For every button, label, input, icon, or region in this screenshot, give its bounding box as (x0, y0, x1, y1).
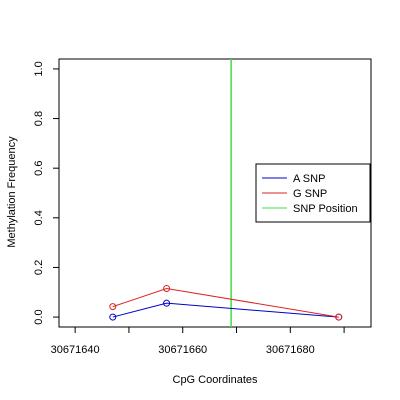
x-axis-title: CpG Coordinates (173, 374, 258, 386)
y-tick-label: 0.6 (33, 161, 45, 176)
g-snp-line (112, 288, 339, 318)
y-tick-label: 0.4 (33, 210, 45, 225)
x-tick-label: 30671680 (266, 344, 315, 356)
g-snp-point (109, 303, 117, 311)
y-tick-label: 0.2 (33, 260, 45, 275)
g-snp-point (335, 313, 343, 321)
y-tick-label: 1.0 (33, 61, 45, 76)
x-tick-label: 30671640 (51, 344, 100, 356)
legend: A SNP G SNP SNP Position (255, 163, 371, 223)
series-layer (109, 285, 343, 321)
x-axis: 30671640 30671660 30671680 (51, 326, 345, 356)
a-snp-point (163, 299, 171, 307)
legend-label-a-snp: A SNP (293, 173, 325, 185)
g-snp-point (163, 285, 171, 293)
y-axis-title: Methylation Frequency (6, 136, 18, 248)
a-snp-line (112, 302, 339, 318)
y-axis: 0.0 0.2 0.4 0.6 0.8 1.0 (33, 61, 59, 325)
legend-label-g-snp: G SNP (293, 188, 327, 200)
x-tick-label: 30671660 (158, 344, 207, 356)
legend-label-snp-position: SNP Position (293, 203, 358, 215)
y-tick-label: 0.8 (33, 111, 45, 126)
a-snp-point (109, 313, 117, 321)
y-tick-label: 0.0 (33, 309, 45, 324)
